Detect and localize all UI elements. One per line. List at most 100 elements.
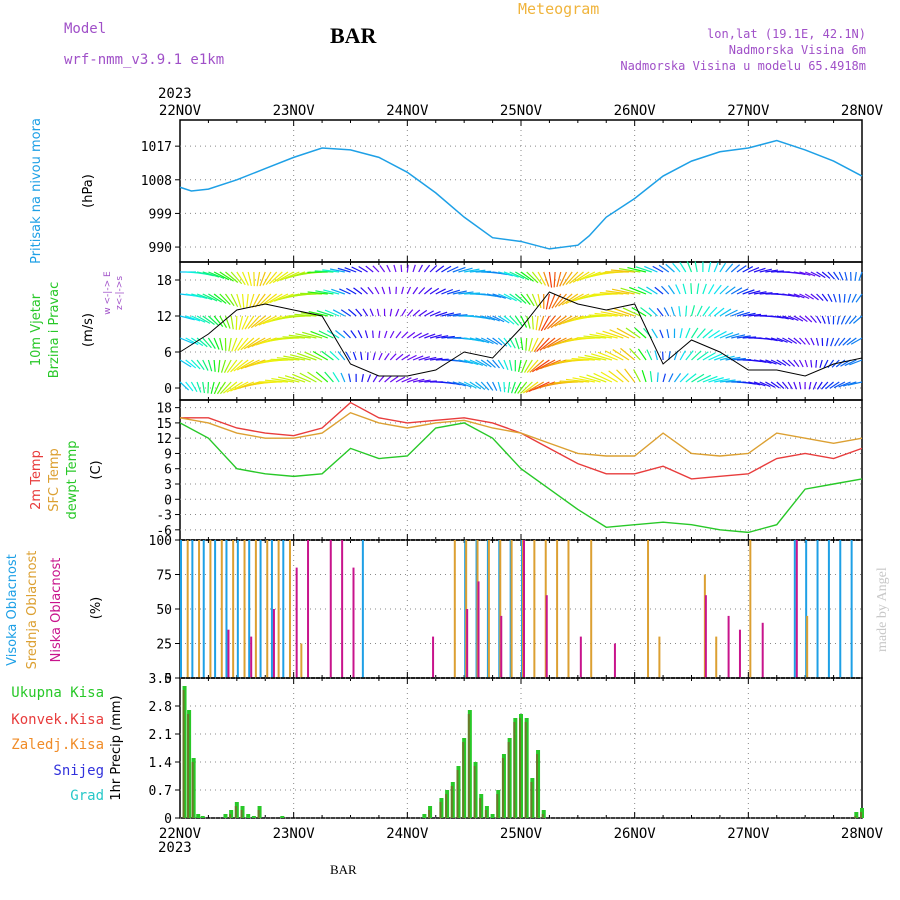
wind-arrow: [536, 337, 550, 352]
wind-arrow: [731, 310, 744, 317]
wind-arrow: [406, 264, 409, 273]
wind-arrow: [793, 271, 806, 276]
wind-arrow: [520, 337, 524, 351]
wind-arrow: [230, 315, 234, 330]
x-tick-label-bottom: 25NOV: [500, 826, 543, 842]
wind-arrow: [262, 271, 272, 286]
wind-arrow: [202, 381, 206, 394]
wind-arrow: [526, 359, 539, 373]
wind-arrow: [365, 265, 374, 273]
wind-arrow: [736, 265, 747, 273]
cloud-bar: [761, 622, 764, 678]
y-tick-label: 12: [156, 310, 172, 325]
wind-arrow: [202, 337, 212, 349]
wind-arrow: [616, 327, 635, 339]
wind-arrow: [556, 271, 562, 288]
wind-arrow: [351, 266, 363, 273]
wind-arrow: [759, 381, 771, 388]
cloud-bar: [500, 615, 503, 678]
wind-arrow: [665, 263, 675, 273]
wind-arrow: [787, 315, 799, 321]
wind-arrow: [213, 381, 221, 395]
wind-arrow: [256, 271, 261, 287]
wind-arrow: [594, 312, 618, 317]
wind-arrow: [526, 315, 531, 329]
wind-arrow: [213, 359, 216, 372]
wind-arrow: [258, 293, 272, 307]
wind-arrow: [742, 266, 754, 273]
wind-arrow: [702, 352, 716, 361]
wind-arrow: [696, 374, 712, 383]
y-tick-label: 75: [156, 569, 172, 584]
wind-arrow: [241, 315, 249, 330]
wind-arrow: [418, 332, 429, 339]
wind-arrow: [646, 349, 653, 361]
wind-arrow: [838, 271, 844, 281]
cloud-bar: [248, 540, 251, 678]
wind-arrow: [799, 293, 810, 300]
wind-arrow: [350, 330, 357, 339]
wind-arrow: [827, 293, 833, 303]
wind-arrow: [247, 315, 261, 329]
y-tick-label: 3.5: [149, 672, 172, 687]
wind-arrow: [236, 359, 255, 371]
wind-arrow: [634, 327, 647, 339]
wind-arrow: [424, 333, 436, 339]
wind-arrow: [559, 271, 568, 287]
wind-arrow: [620, 287, 641, 295]
temp-title-dewpt: dewpt Temp: [65, 440, 80, 519]
cloud-bar: [295, 567, 298, 678]
wind-arrow: [547, 315, 562, 330]
wind-arrow: [679, 350, 686, 361]
x-tick-label-top: 23NOV: [273, 103, 316, 119]
wind-arrow: [799, 271, 811, 276]
wind-arrow: [661, 285, 670, 295]
wind-arrow: [316, 310, 334, 317]
wind-arrow: [321, 350, 334, 361]
wind-arrow: [213, 315, 224, 328]
x-tick-label-top: 25NOV: [500, 103, 543, 119]
cloud-bar: [186, 540, 189, 678]
wind-arrow: [452, 381, 467, 387]
wind-arrow: [833, 381, 846, 389]
wind-arrow: [816, 293, 824, 301]
wind-arrow: [770, 381, 780, 389]
cloud-bar: [259, 540, 262, 678]
wind-arrows: [179, 261, 863, 395]
wind-arrow: [208, 293, 222, 303]
wind-arrow: [616, 369, 630, 383]
cloud-bar: [202, 540, 205, 678]
wind-arrow: [651, 328, 658, 339]
wind-arrow: [572, 377, 595, 383]
wind-arrow: [509, 359, 513, 371]
wind-arrow: [202, 315, 215, 325]
wind-arrow: [759, 268, 772, 273]
wind-arrow: [849, 359, 863, 366]
wind-arrow: [641, 370, 647, 383]
wind-arrow: [682, 283, 687, 295]
precip-bar-conv: [507, 742, 510, 818]
wind-speed-line: [179, 291, 863, 377]
wind-arrow: [509, 315, 520, 326]
cloud-bar: [277, 540, 280, 678]
cloud-bar: [806, 615, 809, 678]
wind-arrow: [620, 347, 636, 361]
cloud-bar: [805, 540, 808, 678]
wind-arrow: [315, 371, 329, 383]
wind-arrow: [529, 359, 545, 373]
wind-arrow: [776, 381, 785, 389]
wind-arrow: [550, 315, 567, 329]
wind-arrow: [272, 271, 289, 284]
precip-bar: [280, 816, 285, 818]
wind-arrow: [725, 333, 740, 339]
wind-arrow: [412, 286, 419, 295]
wind-arrow: [708, 353, 723, 361]
wind-arrow: [323, 289, 340, 295]
wind-arrow: [834, 337, 840, 347]
cloud-bar: [214, 540, 217, 678]
wind-arrow: [531, 293, 539, 308]
wind-arrow: [395, 308, 400, 317]
model-elevation-label: Nadmorska Visina u modelu 65.4918m: [620, 59, 866, 73]
cloud-bar: [232, 540, 235, 678]
